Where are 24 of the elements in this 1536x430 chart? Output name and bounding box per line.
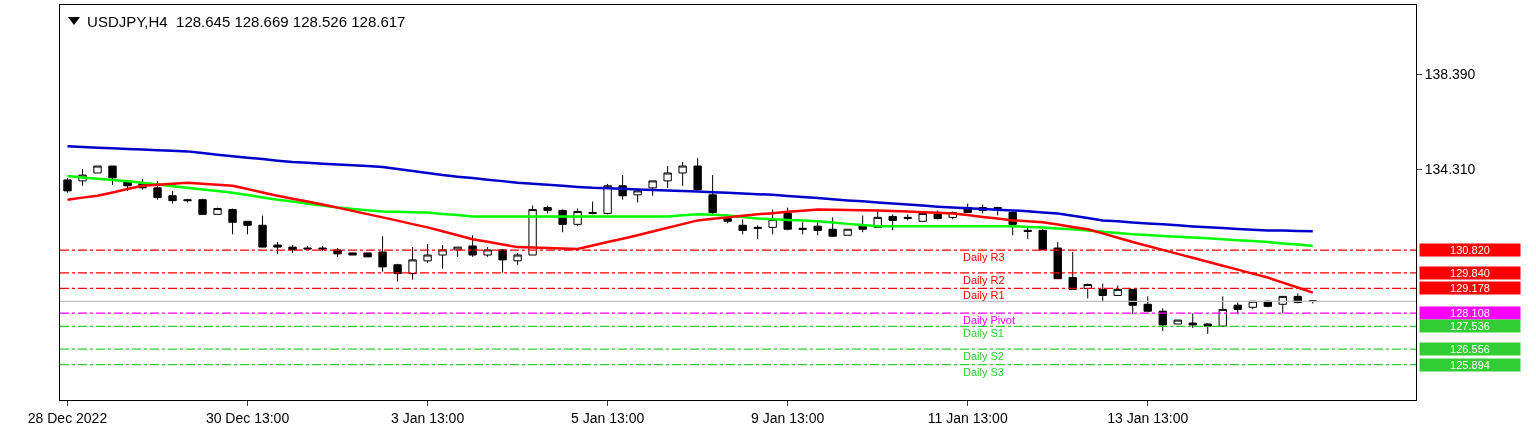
ref-line-label: Daily S3 <box>963 366 1004 378</box>
ref-line-label: Daily R1 <box>963 289 1005 301</box>
ref-line-label: Daily S1 <box>963 327 1004 339</box>
text: 129.178 <box>1450 282 1490 294</box>
x-tick-label: 30 Dec 13:00 <box>205 409 290 426</box>
x-tick-label: 9 Jan 13:00 <box>751 409 825 426</box>
x-tick-label: 5 Jan 13:00 <box>571 409 645 426</box>
x-tick-label: 3 Jan 13:00 <box>390 409 465 426</box>
x-tick-label: 13 Jan 13:00 <box>1107 409 1189 426</box>
x-tick-label: 11 Jan 13:00 <box>927 409 1008 426</box>
text: USDJPY,H4 128.645 128.669 128.526 128.617 <box>87 13 406 31</box>
text: 128.108 <box>1450 307 1490 319</box>
text: 127.536 <box>1450 320 1490 332</box>
ref-line-label: Daily R2 <box>963 274 1005 286</box>
ref-line-label: Daily R3 <box>963 251 1005 263</box>
y-tick-label: 134.310 <box>1424 160 1476 177</box>
text: 130.820 <box>1450 244 1490 256</box>
text: 126.556 <box>1450 343 1490 355</box>
y-tick-label: 138.390 <box>1424 66 1476 83</box>
x-tick-label: 28 Dec 2022 <box>27 409 108 426</box>
ref-line-label: Daily S2 <box>963 350 1004 362</box>
text: 129.840 <box>1450 267 1490 279</box>
ref-line-label: Daily Pivot <box>963 314 1015 326</box>
text: 125.894 <box>1450 359 1490 371</box>
